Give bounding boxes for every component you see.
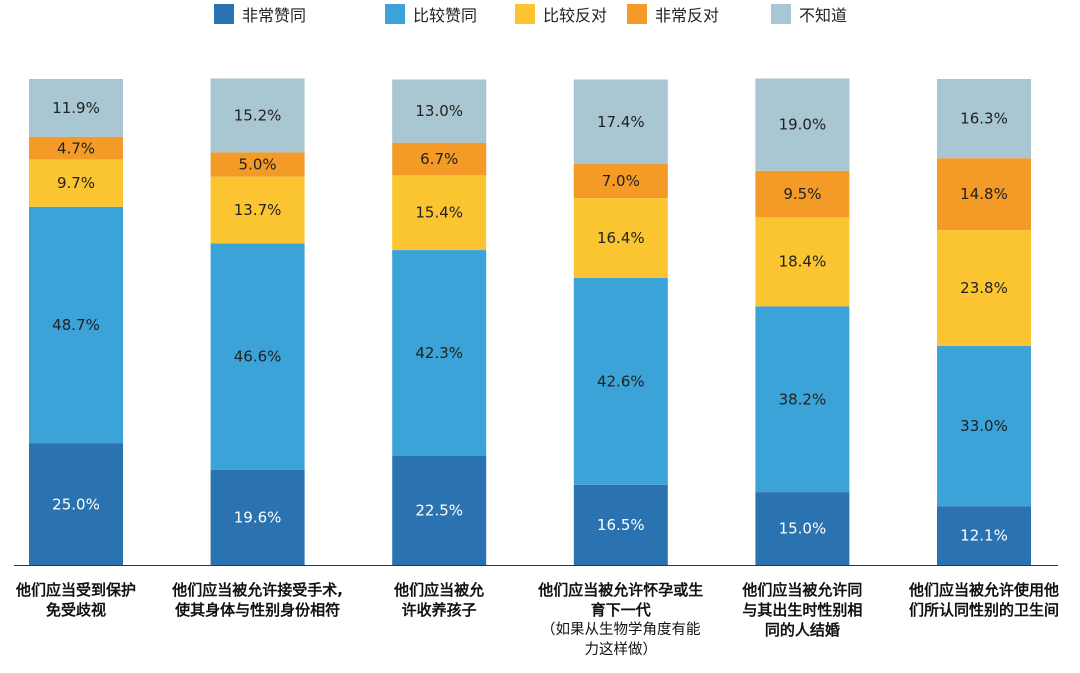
bar-segment	[210, 78, 305, 153]
data-label: 25.0%	[52, 495, 100, 513]
category-label-line: 免受歧视	[45, 601, 106, 619]
data-label: 9.5%	[783, 185, 821, 203]
data-label: 19.0%	[779, 116, 827, 134]
bar-segment	[573, 198, 668, 278]
data-label: 46.6%	[234, 348, 282, 366]
category-label-line: 他们应当被允	[394, 581, 485, 599]
data-label: 22.5%	[415, 501, 463, 519]
data-label: 48.7%	[52, 316, 100, 334]
category-label-line: 他们应当被允许接受手术,	[172, 581, 343, 599]
legend-label: 非常反对	[655, 6, 720, 25]
data-label: 33.0%	[960, 417, 1008, 435]
data-label: 7.0%	[602, 172, 640, 190]
bar-segment	[937, 79, 1031, 159]
data-label: 16.3%	[960, 110, 1008, 128]
bar-segment	[755, 306, 850, 493]
legend-label: 比较反对	[543, 6, 608, 25]
legend: 非常赞同 比较赞同 比较反对 非常反对 不知道	[0, 2, 1080, 26]
bar-segment	[29, 159, 123, 207]
data-label: 23.8%	[960, 279, 1008, 297]
data-label: 14.8%	[960, 185, 1008, 203]
bar-segment	[210, 152, 305, 177]
category-label: 他们应当被允许怀孕或生 育下一代 （如果从生物学角度有能 力这样做）	[530, 580, 712, 660]
category-label-note: （如果从生物学角度有能	[541, 622, 701, 638]
bar-segment	[392, 175, 487, 250]
data-label: 16.5%	[597, 516, 645, 534]
legend-swatch	[515, 4, 535, 24]
bar-segment	[755, 170, 850, 218]
data-label: 6.7%	[420, 150, 458, 168]
bar-segment	[937, 230, 1031, 346]
bar-segment	[29, 206, 123, 444]
legend-swatch	[627, 4, 647, 24]
legend-item: 比较赞同	[385, 2, 477, 26]
bar-segment	[937, 158, 1031, 231]
data-label: 13.7%	[234, 201, 282, 219]
category-label-line: 与其出生时性别相	[742, 601, 863, 619]
category-label-line: 他们应当受到保护	[15, 581, 136, 599]
category-label-line: 他们应当被允许同	[742, 581, 863, 599]
category-label: 他们应当被允许接受手术, 使其身体与性别身份相符	[167, 580, 349, 620]
category-label-line: 育下一代	[590, 601, 651, 619]
data-label: 15.2%	[234, 106, 282, 124]
data-label: 13.0%	[415, 102, 463, 120]
bar-segment	[392, 250, 487, 456]
category-label-line: 同的人结婚	[764, 621, 840, 639]
legend-label: 非常赞同	[242, 6, 307, 25]
data-label: 17.4%	[597, 113, 645, 131]
bar-segment	[210, 176, 305, 244]
category-label: 他们应当被允 许收养孩子	[348, 580, 530, 620]
bar-segment	[210, 469, 305, 565]
bar-segment	[210, 243, 305, 470]
data-label: 12.1%	[960, 527, 1008, 545]
bar-segment	[755, 492, 850, 565]
category-label: 他们应当被允许使用他 们所认同性别的卫生间	[893, 580, 1075, 620]
legend-swatch	[385, 4, 405, 24]
bar-segment	[573, 79, 668, 165]
bar-segment	[573, 277, 668, 485]
bar-segment	[937, 506, 1031, 565]
legend-item: 比较反对	[515, 2, 607, 26]
legend-label: 不知道	[799, 6, 848, 25]
bar-segment	[573, 484, 668, 565]
bar-segment	[937, 345, 1031, 507]
category-label-line: 许收养孩子	[401, 601, 477, 619]
bar-segment	[755, 78, 850, 171]
legend-item: 非常赞同	[214, 2, 306, 26]
legend-item: 非常反对	[627, 2, 719, 26]
legend-label: 比较赞同	[413, 6, 478, 25]
bar-segment	[573, 164, 668, 198]
data-label: 38.2%	[779, 390, 827, 408]
legend-swatch	[214, 4, 234, 24]
category-label-note: 力这样做）	[584, 642, 658, 658]
legend-swatch	[771, 4, 791, 24]
legend-item: 不知道	[771, 2, 847, 26]
bar-segment	[392, 455, 487, 565]
data-label: 9.7%	[57, 174, 95, 192]
bar-segment	[29, 136, 123, 160]
data-label: 11.9%	[52, 99, 100, 117]
category-label-line: 使其身体与性别身份相符	[175, 601, 341, 619]
category-label: 他们应当被允许同 与其出生时性别相 同的人结婚	[711, 580, 893, 640]
bar-segment	[392, 142, 487, 176]
data-label: 18.4%	[779, 253, 827, 271]
bar-segment	[29, 443, 123, 565]
data-label: 42.6%	[597, 372, 645, 390]
category-label: 他们应当受到保护 免受歧视	[0, 580, 167, 620]
category-label-line: 他们应当被允许怀孕或生	[538, 581, 704, 599]
data-label: 5.0%	[239, 156, 277, 174]
data-label: 19.6%	[234, 508, 282, 526]
bar-segment	[755, 217, 850, 307]
data-label: 42.3%	[415, 344, 463, 362]
bar-segment	[392, 79, 487, 143]
bar-segment	[29, 79, 123, 137]
category-label-line: 他们应当被允许使用他	[908, 581, 1059, 599]
category-label-line: 们所认同性别的卫生间	[908, 601, 1059, 619]
data-label: 4.7%	[57, 139, 95, 157]
data-label: 16.4%	[597, 229, 645, 247]
data-label: 15.4%	[415, 204, 463, 222]
data-label: 15.0%	[779, 520, 827, 538]
